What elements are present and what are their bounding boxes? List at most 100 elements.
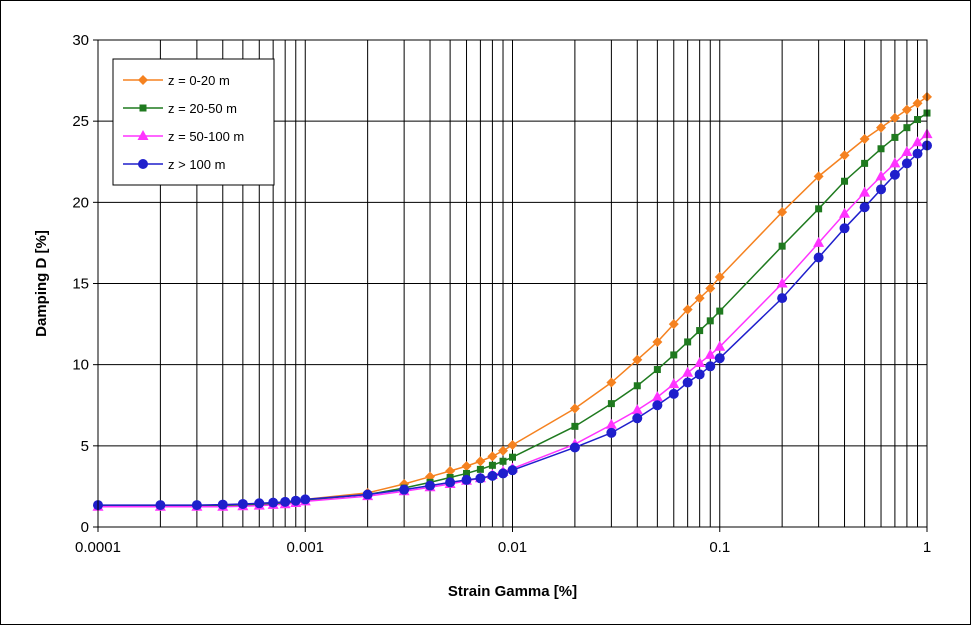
- legend-item: z = 0-20 m: [123, 73, 230, 88]
- data-point: [861, 159, 869, 167]
- data-point: [901, 104, 912, 115]
- data-point: [877, 145, 885, 153]
- x-tick-label: 0.0001: [75, 539, 121, 556]
- data-point: [569, 442, 580, 453]
- data-point: [705, 361, 716, 372]
- y-tick-label: 10: [72, 357, 89, 374]
- y-tick-label: 0: [81, 519, 89, 536]
- legend-marker: [138, 159, 148, 169]
- legend-label: z > 100 m: [168, 157, 225, 172]
- data-point: [714, 353, 725, 364]
- x-axis-title: Strain Gamma [%]: [448, 583, 577, 600]
- data-point: [704, 348, 716, 359]
- data-point: [633, 382, 641, 390]
- data-point: [901, 146, 913, 157]
- data-point: [461, 461, 472, 472]
- data-point: [839, 150, 850, 161]
- data-point: [694, 369, 705, 380]
- data-point: [889, 169, 900, 180]
- data-point: [425, 480, 436, 491]
- data-point: [696, 327, 704, 335]
- data-point: [507, 465, 518, 476]
- data-point: [631, 404, 643, 415]
- data-point: [653, 366, 661, 374]
- data-point: [841, 177, 849, 185]
- data-point: [476, 465, 484, 473]
- y-tick-label: 5: [81, 438, 89, 455]
- data-point: [507, 440, 518, 451]
- data-point: [670, 351, 678, 359]
- x-tick-label: 0.01: [498, 539, 527, 556]
- legend-item: z > 100 m: [123, 157, 225, 172]
- data-point: [475, 456, 486, 467]
- data-point: [290, 495, 301, 506]
- legend-item: z = 50-100 m: [123, 129, 244, 144]
- data-point: [362, 489, 373, 500]
- y-tick-label: 25: [72, 113, 89, 130]
- data-point: [498, 445, 509, 456]
- series-4: [93, 140, 932, 511]
- data-point: [903, 124, 911, 132]
- y-axis-title: Damping D [%]: [33, 230, 50, 337]
- data-point: [889, 112, 900, 123]
- data-point: [652, 400, 663, 411]
- data-point: [716, 307, 724, 315]
- data-point: [652, 336, 663, 347]
- data-point: [254, 498, 265, 509]
- data-point: [237, 498, 248, 509]
- data-point: [876, 184, 887, 195]
- legend-marker: [138, 75, 148, 85]
- data-point: [632, 413, 643, 424]
- data-point: [859, 186, 871, 197]
- legend-marker: [137, 130, 149, 140]
- x-tick-label: 0.1: [709, 539, 730, 556]
- data-point: [859, 202, 870, 213]
- data-point: [571, 422, 579, 430]
- data-point: [487, 451, 498, 462]
- data-point: [684, 338, 692, 346]
- data-point: [778, 242, 786, 250]
- data-point: [280, 496, 291, 507]
- data-point: [682, 304, 693, 315]
- data-point: [912, 148, 923, 159]
- data-point: [714, 272, 725, 283]
- data-point: [694, 293, 705, 304]
- data-point: [509, 453, 516, 461]
- x-tick-label: 1: [923, 539, 931, 556]
- data-point: [901, 158, 912, 169]
- data-point: [487, 470, 498, 481]
- data-point: [777, 293, 788, 304]
- y-tick-label: 30: [72, 32, 89, 49]
- data-point: [499, 457, 507, 465]
- y-tick-label: 15: [72, 276, 89, 293]
- data-point: [694, 357, 706, 368]
- data-point: [300, 494, 311, 505]
- data-point: [605, 418, 617, 429]
- data-point: [839, 207, 851, 218]
- data-point: [606, 427, 617, 438]
- data-point: [914, 116, 922, 124]
- legend-label: z = 0-20 m: [168, 73, 230, 88]
- data-point: [461, 474, 472, 485]
- data-point: [889, 157, 901, 168]
- legend-label: z = 20-50 m: [168, 101, 237, 116]
- data-point: [463, 469, 471, 477]
- data-point: [155, 500, 166, 511]
- data-point: [714, 340, 726, 351]
- data-point: [682, 366, 694, 377]
- data-point: [607, 400, 615, 408]
- data-point: [912, 136, 924, 147]
- data-point: [668, 388, 679, 399]
- data-point: [632, 354, 643, 365]
- data-point: [891, 133, 899, 141]
- data-point: [399, 484, 410, 495]
- legend-label: z = 50-100 m: [168, 129, 244, 144]
- data-point: [876, 122, 887, 133]
- data-point: [813, 236, 825, 247]
- legend: z = 0-20 m z = 20-50 m z = 50-100 m z > 100…: [112, 58, 275, 186]
- data-point: [498, 468, 509, 479]
- data-point: [912, 98, 923, 109]
- data-point: [813, 252, 824, 263]
- data-point: [875, 170, 887, 181]
